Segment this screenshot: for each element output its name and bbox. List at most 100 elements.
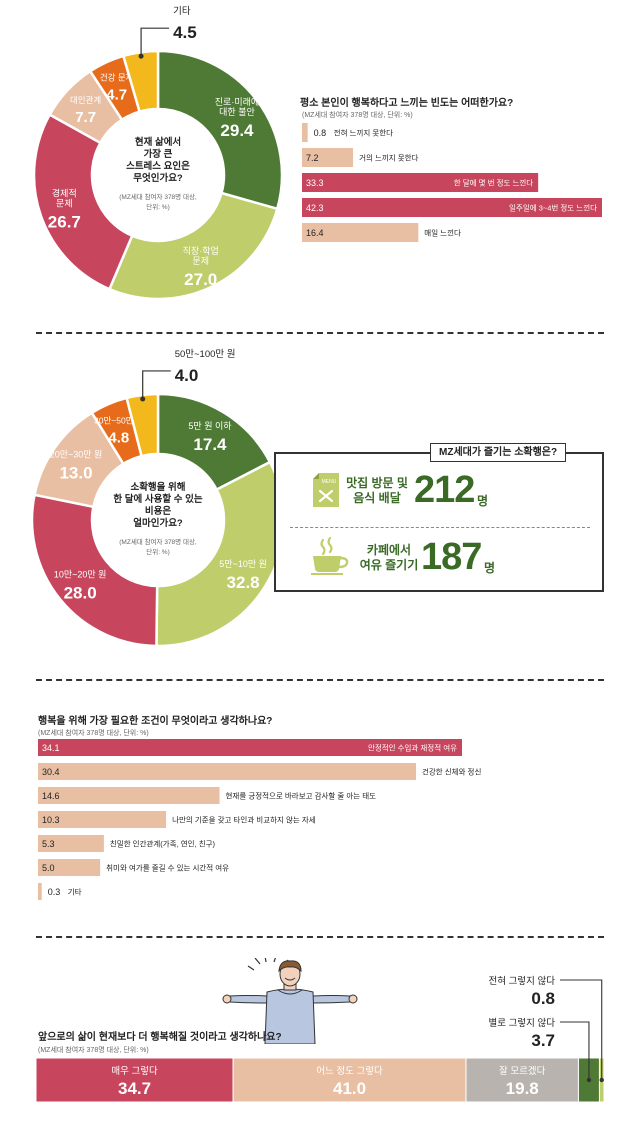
- slice-value: 4.7: [106, 87, 127, 104]
- donut-slice: [107, 191, 279, 301]
- slice-label: 대인관계: [70, 95, 101, 105]
- center-note: (MZ세대 참여자 378명 대상,: [119, 537, 197, 546]
- segment-value: 3.7: [531, 1031, 555, 1050]
- bar-label: 거의 느끼지 못한다: [359, 153, 418, 163]
- slice-value: 7.7: [75, 109, 96, 126]
- bar-value: 33.3: [306, 178, 324, 188]
- stack-segment: [232, 1057, 467, 1103]
- slice-value: 26.7: [48, 213, 81, 232]
- future-happiness-title: 앞으로의 삶이 현재보다 더 행복해질 것이라고 생각하나요?: [38, 1032, 282, 1043]
- spending-budget-donut-chart: 5만 원 이하 17.4 5만~10만 원 32.8 10만~20만 원 28.0 20만~…: [30, 349, 286, 648]
- bar-value: 0.3: [48, 887, 61, 897]
- bar-label: 일주일에 3~4번 정도 느낀다: [509, 203, 597, 213]
- segment-label: 별로 그렇지 않다: [489, 1018, 556, 1029]
- donut-slice: [156, 49, 284, 211]
- bar-label: 나만의 기준을 갖고 타인과 비교하지 않는 자세: [172, 815, 316, 825]
- happiness-condition-bar-chart: 34.1 안정적인 수입과 재정적 여유 30.4 건강한 신체와 정신 14.6 현재를…: [38, 739, 481, 900]
- bar: [302, 148, 354, 167]
- bar-value: 5.3: [42, 839, 55, 849]
- bar-label: 건강한 신체와 정신: [422, 767, 481, 777]
- bar-label: 취미와 여가를 즐길 수 있는 시간적 여유: [106, 863, 229, 873]
- slice-value: 28.0: [64, 583, 97, 602]
- slice-label: 50만~100만 원: [175, 349, 236, 360]
- donut-slice: [125, 392, 160, 458]
- bar-label: 한 달에 몇 번 정도 느낀다: [454, 178, 534, 188]
- slice-label: 진로·미래에: [215, 97, 259, 107]
- donut-slice: [32, 112, 134, 291]
- callout-line: [560, 979, 603, 1080]
- slice-label: 10만~20만 원: [54, 569, 107, 579]
- stack-segment: [35, 1057, 234, 1103]
- bar: [302, 123, 308, 142]
- happiness-frequency-note: (MZ세대 참여자 378명 대상, 단위: %): [302, 112, 413, 119]
- slice-value: 29.4: [220, 121, 254, 140]
- sohwakhaeng-divider: [290, 527, 590, 528]
- center-question: 비용은: [145, 505, 171, 517]
- slice-value: 4.5: [173, 23, 197, 42]
- slice-label: 직장·학업: [183, 246, 219, 256]
- person-illustration: [222, 958, 358, 1044]
- center-question: 가장 큰: [144, 148, 173, 160]
- bar: [38, 811, 167, 828]
- bar-value: 14.6: [42, 791, 60, 801]
- sohwakhaeng-title: MZ세대가 즐기는 소확행은?: [430, 443, 567, 462]
- happiness-condition-note: (MZ세대 참여자 378명 대상, 단위: %): [38, 730, 149, 737]
- segment-label: 잘 모르겠다: [499, 1065, 546, 1077]
- bar: [38, 739, 462, 756]
- slice-value: 4.8: [108, 429, 129, 446]
- bar-label: 현재를 긍정적으로 바라보고 감사할 줄 아는 태도: [226, 791, 377, 801]
- bar-value: 42.3: [306, 203, 324, 213]
- slice-label: 20만~30만 원: [50, 449, 103, 459]
- bar: [302, 198, 602, 217]
- callout-dot: [586, 1077, 592, 1083]
- stack-segment: [465, 1057, 579, 1103]
- sohwakhaeng-item-2-unit: 명: [484, 561, 496, 575]
- slice-label: 문제: [56, 199, 73, 209]
- bar-label: 친밀한 인간관계(가족, 연인, 친구): [110, 839, 216, 849]
- center-question: 현재 삶에서: [135, 136, 181, 148]
- section-divider: [36, 936, 604, 938]
- segment-label: 어느 정도 그렇다: [316, 1066, 383, 1077]
- bar-value: 34.1: [42, 743, 60, 753]
- center-note: 단위: %): [146, 202, 170, 211]
- bar-value: 16.4: [306, 228, 324, 238]
- sohwakhaeng-item-1-count: 212: [414, 469, 475, 511]
- section-divider: [36, 332, 604, 334]
- center-note: 단위: %): [146, 547, 170, 556]
- bar-value: 7.2: [306, 153, 319, 163]
- center-note: (MZ세대 참여자 378명 대상,: [119, 192, 197, 201]
- callout-line: [140, 27, 170, 57]
- segment-label: 전혀 그렇지 않다: [489, 976, 556, 987]
- sohwakhaeng-item-1-label-line2: 음식 배달: [353, 491, 401, 505]
- segment-value: 34.7: [118, 1079, 151, 1098]
- bar-value: 10.3: [42, 815, 60, 825]
- section-divider: [36, 679, 604, 681]
- bar-label: 기타: [68, 888, 82, 897]
- slice-value: 13.0: [59, 463, 92, 482]
- bar-value: 5.0: [42, 863, 55, 873]
- center-question: 소확행을 위해: [130, 481, 185, 493]
- bar: [38, 787, 220, 804]
- bar: [302, 223, 419, 242]
- slice-label: 30만~50만 원: [94, 415, 144, 425]
- slice-label: 대한 불안: [219, 107, 255, 117]
- menu-card-icon: MENU: [313, 473, 339, 507]
- bar: [38, 763, 416, 780]
- happiness-frequency-bar-chart: 0.8 전혀 느끼지 못한다 7.2 거의 느끼지 못한다 33.3 한 달에 몇 번 정…: [302, 123, 602, 242]
- bar: [38, 835, 104, 852]
- slice-value: 32.8: [227, 573, 260, 592]
- slice-value: 17.4: [193, 435, 227, 454]
- bar: [38, 859, 101, 876]
- sohwakhaeng-item-2-label-line1: 카페에서: [366, 543, 412, 557]
- happiness-condition-title: 행복을 위해 가장 필요한 조건이 무엇이라고 생각하나요?: [38, 716, 273, 727]
- bar-label: 전혀 느끼지 못한다: [334, 128, 393, 138]
- center-question: 스트레스 요인은: [126, 160, 190, 172]
- bar: [38, 883, 42, 900]
- slice-label: 문제: [192, 256, 209, 266]
- slice-value: 4.0: [175, 366, 199, 385]
- bar-value: 30.4: [42, 767, 60, 777]
- center-question: 무엇인가요?: [133, 172, 183, 184]
- slice-label: 5만~10만 원: [219, 559, 267, 569]
- segment-label: 매우 그렇다: [111, 1066, 158, 1077]
- slice-value: 27.0: [184, 270, 217, 289]
